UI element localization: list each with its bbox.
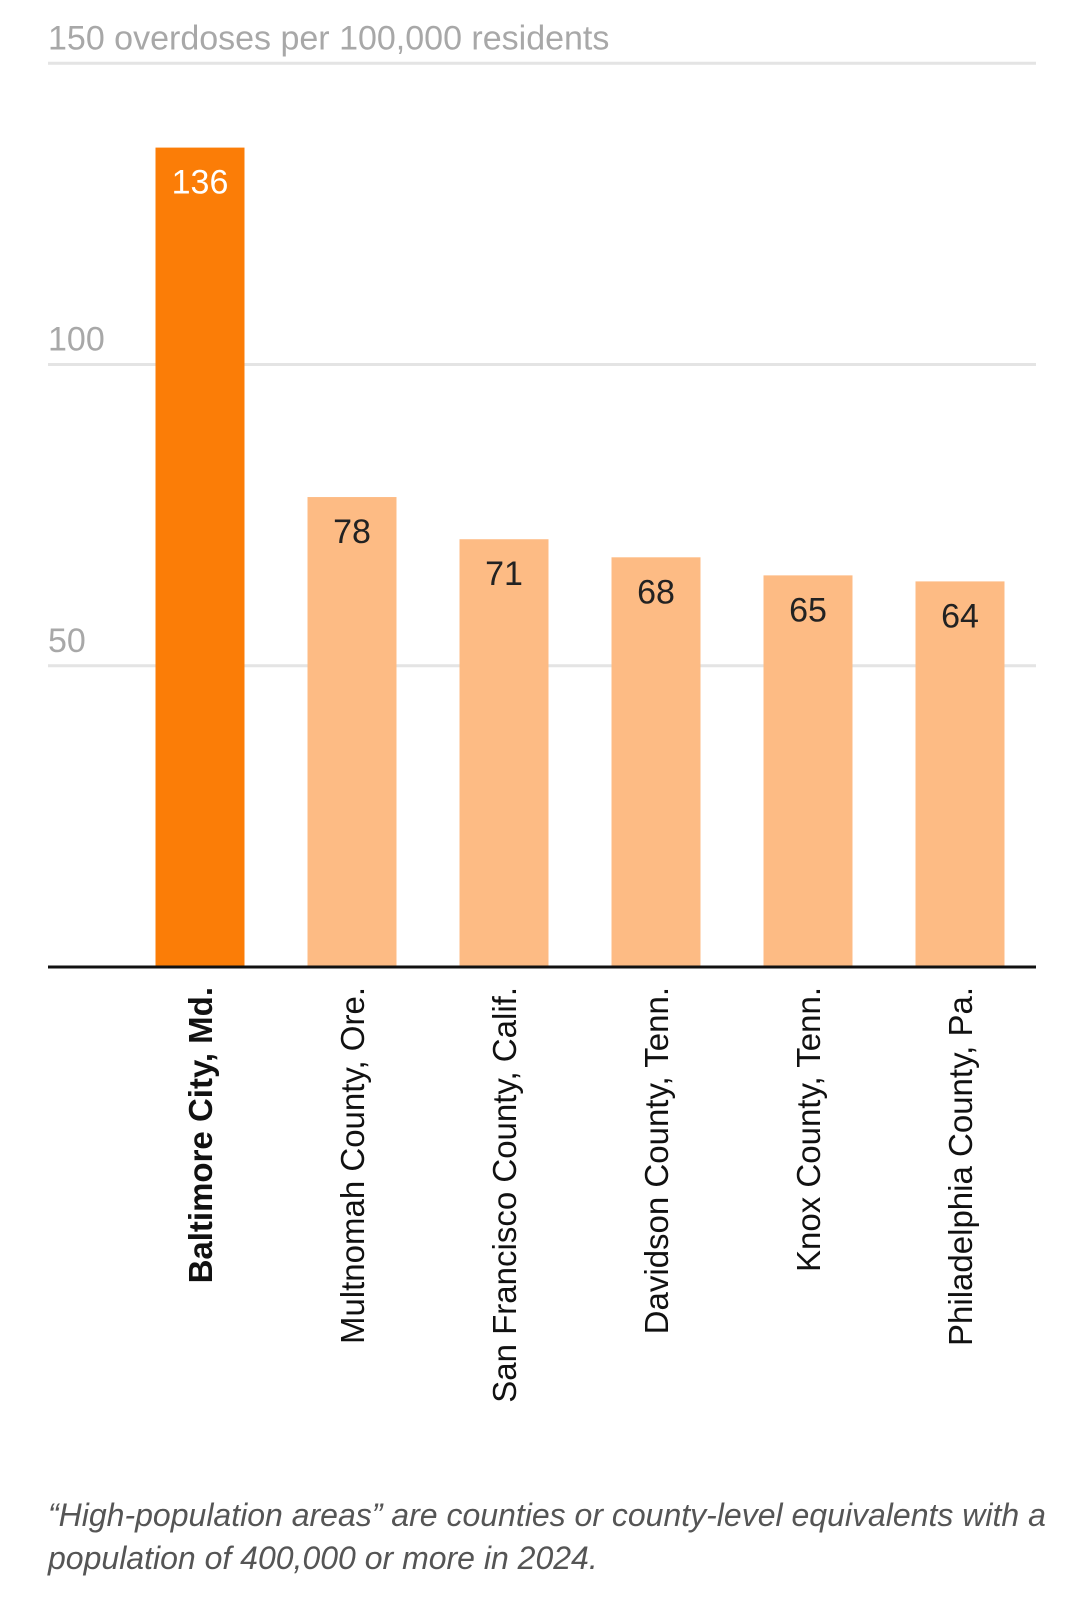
chart-footnote: “High-population areas” are counties or …: [48, 1497, 1046, 1576]
bars: 136 78 71 68 65 64: [155, 147, 1005, 968]
bar-value-label-5: 65: [789, 591, 827, 629]
y-tick-label-100: 100: [48, 321, 105, 359]
bar-chart: 150 overdoses per 100,000 residents 100 50…: [48, 19, 1036, 1403]
category-labels: Baltimore City, Md. Multnomah County, Ore…: [182, 987, 979, 1403]
bar-value-label-3: 71: [485, 555, 523, 593]
category-label-5: Knox County, Tenn.: [790, 987, 827, 1272]
category-label-3: San Francisco County, Calif.: [486, 987, 523, 1403]
bar-value-label-6: 64: [941, 597, 979, 635]
y-tick-label-150: 150 overdoses per 100,000 residents: [48, 19, 609, 57]
bar-2: [307, 497, 397, 967]
bar-3: [459, 539, 549, 967]
bar-5: [763, 575, 853, 967]
bar-4: [611, 557, 701, 967]
bar-value-label-2: 78: [333, 513, 371, 551]
category-label-1: Baltimore City, Md.: [182, 987, 219, 1283]
bar-value-label-4: 68: [637, 573, 675, 611]
bar-value-label-1: 136: [172, 164, 229, 202]
category-label-2: Multnomah County, Ore.: [334, 987, 371, 1344]
y-tick-label-50: 50: [48, 622, 86, 660]
bar-1: [155, 147, 245, 968]
bar-6: [915, 581, 1005, 967]
category-label-4: Davidson County, Tenn.: [638, 987, 675, 1334]
category-label-6: Philadelphia County, Pa.: [942, 987, 979, 1346]
